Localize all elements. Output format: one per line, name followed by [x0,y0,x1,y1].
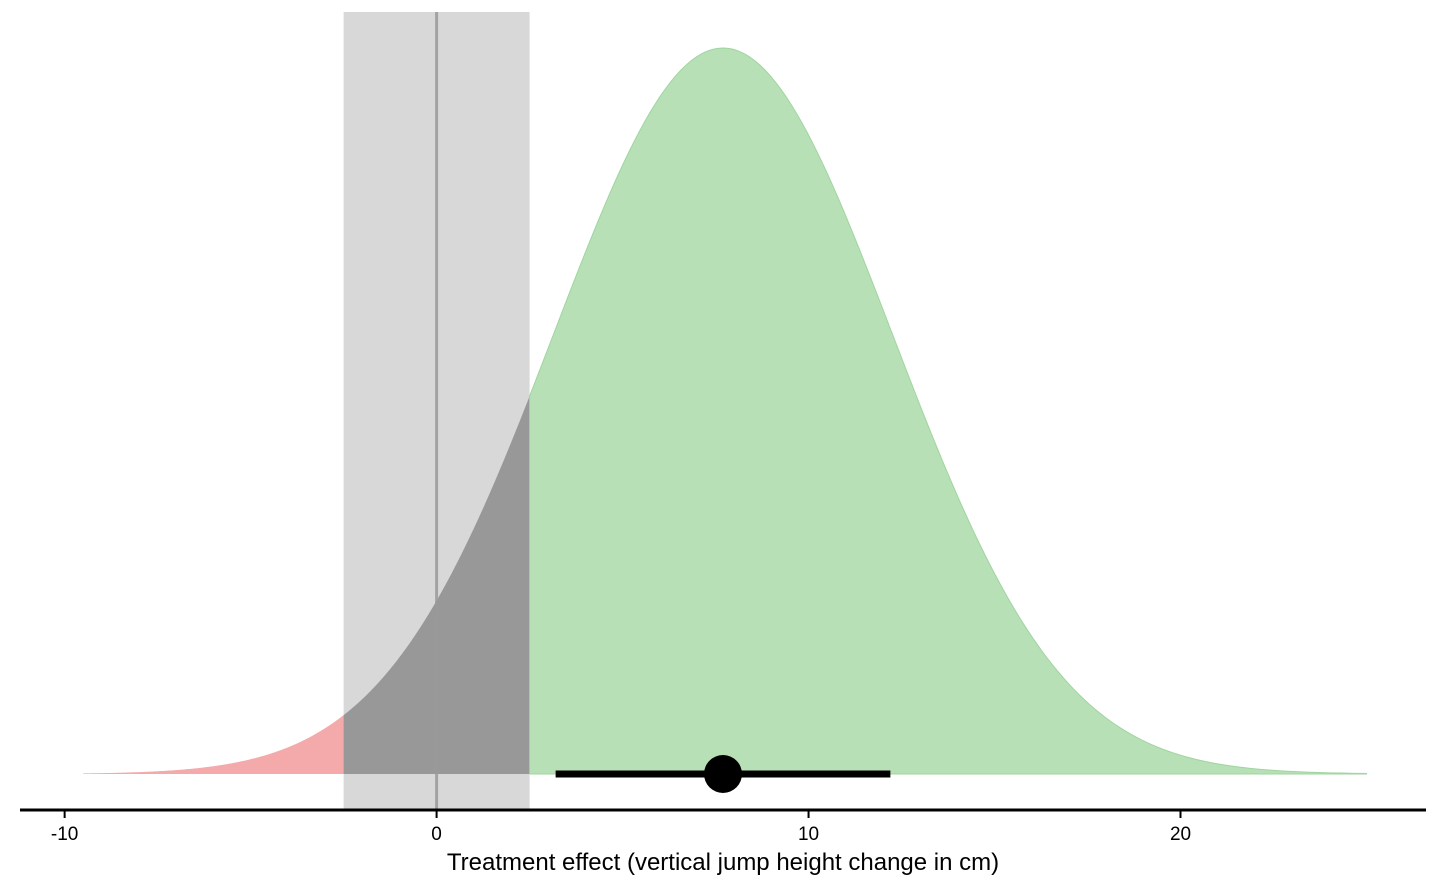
x-tick-label: 0 [431,824,442,845]
x-tick-label: 20 [1170,824,1191,845]
x-axis-title: Treatment effect (vertical jump height c… [447,849,999,876]
density-benefit-region [529,47,1367,775]
x-tick-label: -10 [51,824,78,845]
x-axis-ticks: -10 0 10 20 [51,810,1191,845]
density-group [83,47,1367,775]
point-estimate [704,755,742,793]
density-trivial-region [343,396,530,774]
density-harm-region [83,715,344,774]
x-tick-label: 10 [798,824,819,845]
